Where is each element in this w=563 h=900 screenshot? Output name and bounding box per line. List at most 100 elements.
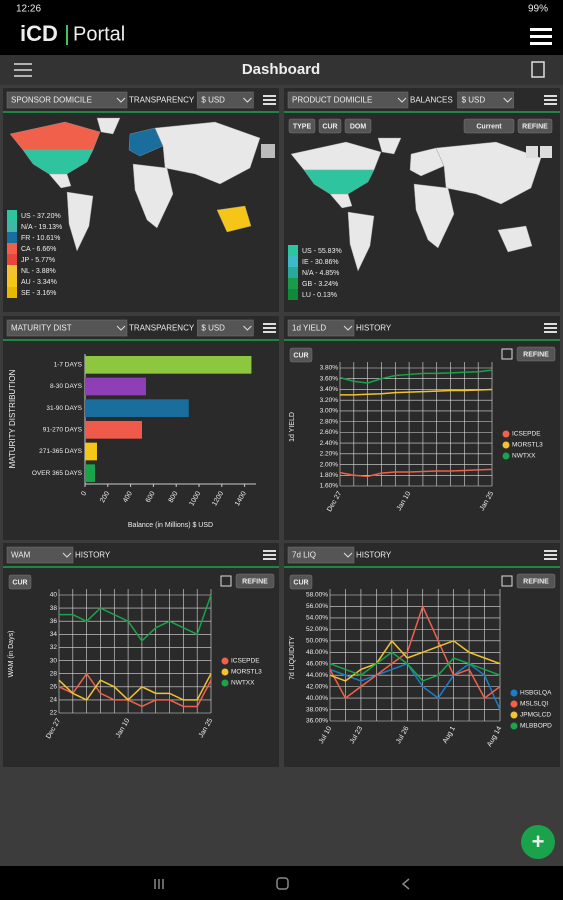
filter-button[interactable] [14, 63, 32, 77]
legend-label: NL - 3.88% [21, 268, 56, 275]
dropdown[interactable] [6, 319, 128, 337]
line-series [58, 673, 212, 701]
world-map [290, 137, 542, 272]
dropdown-arrow [243, 97, 252, 103]
control-label: HISTORY [75, 551, 111, 560]
y-tick-label: 1.80% [320, 472, 339, 479]
button[interactable] [235, 573, 275, 589]
menu-bar [544, 327, 557, 329]
button[interactable] [288, 118, 316, 134]
dropdown-arrow [62, 552, 72, 558]
x-axis-title: Balance (in Millions) $ USD [128, 522, 213, 529]
y-tick-label: 40 [50, 592, 58, 599]
menu-bar [544, 99, 557, 101]
menu-button[interactable] [530, 28, 552, 45]
legend-label: MORSTL3 [231, 669, 262, 676]
dropdown[interactable] [287, 91, 409, 109]
y-tick-label: 2.20% [320, 451, 339, 458]
dropdown-arrow [116, 325, 126, 331]
dropdown[interactable] [6, 91, 128, 109]
y-tick-label: 30 [50, 657, 58, 664]
legend-label: SE - 3.16% [21, 290, 56, 297]
dropdown-arrow [243, 325, 252, 331]
control-label: WAM [11, 551, 31, 560]
button[interactable] [8, 574, 32, 590]
panel-menu[interactable] [263, 95, 276, 105]
line-series [58, 672, 212, 708]
y-tick-label: OVER 365 DAYS [32, 470, 83, 477]
button-label: CUR [12, 579, 27, 586]
legend-swatch [7, 254, 17, 265]
button-label: CUR [322, 123, 337, 130]
y-tick-label: 271-365 DAYS [39, 448, 83, 455]
dropdown-arrow [343, 325, 353, 331]
y-tick-label: 22 [50, 710, 58, 717]
button[interactable] [318, 118, 342, 134]
legend-swatch [7, 232, 17, 243]
copy-button[interactable] [531, 61, 545, 78]
y-tick-label: 54.00% [306, 615, 328, 622]
y-tick-label: 2.40% [320, 440, 339, 447]
y-tick-label: 46.00% [306, 660, 328, 667]
panel-menu[interactable] [544, 323, 557, 333]
y-tick-label: 40.00% [306, 695, 328, 702]
button-label: CUR [293, 579, 308, 586]
legend-label: JPMGLCD [520, 712, 551, 719]
country-shape [347, 211, 375, 272]
panel-menu[interactable] [544, 95, 557, 105]
add-button[interactable] [521, 825, 555, 859]
nav-buttons[interactable] [154, 877, 410, 890]
legend-label: N/A - 19.13% [21, 224, 62, 231]
map-control[interactable] [261, 144, 275, 158]
dropdown[interactable] [287, 319, 355, 337]
control-label: 7d LIQ [292, 551, 316, 560]
legend-swatch [7, 221, 17, 232]
calendar-icon[interactable] [501, 348, 513, 360]
bar [85, 421, 142, 439]
zoom-button[interactable] [540, 146, 552, 158]
legend-label: IE - 30.86% [302, 259, 339, 266]
button-label: CUR [293, 352, 308, 359]
dropdown[interactable] [457, 91, 514, 109]
y-tick-label: 1.60% [320, 483, 339, 490]
button[interactable] [516, 573, 556, 589]
bar [85, 377, 146, 396]
legend-marker [510, 711, 518, 719]
dropdown[interactable] [6, 546, 74, 564]
button[interactable] [344, 118, 372, 134]
legend-marker [502, 452, 510, 460]
legend-swatch [288, 267, 298, 278]
calendar-icon[interactable] [501, 575, 513, 587]
y-tick-label: 38.00% [306, 706, 328, 713]
button[interactable] [289, 574, 313, 590]
x-tick-label: 800 [168, 490, 180, 504]
button-label: REFINE [523, 351, 549, 358]
logo-portal: Portal [73, 23, 125, 45]
y-tick-label: 28 [50, 670, 58, 677]
dropdown[interactable] [287, 546, 355, 564]
menu-bar [544, 103, 557, 105]
button[interactable] [463, 118, 515, 134]
menu-bar [263, 550, 276, 552]
panel-menu[interactable] [263, 323, 276, 333]
panel [3, 543, 279, 767]
line-series [329, 662, 501, 710]
dropdown[interactable] [197, 91, 254, 109]
menu-bar [544, 323, 557, 325]
zoom-button[interactable] [526, 146, 538, 158]
control-label: BALANCES [410, 96, 453, 105]
dropdown[interactable] [197, 319, 254, 337]
control-label: $ USD [201, 324, 225, 333]
button[interactable] [289, 347, 313, 363]
legend-label: NWTXX [512, 453, 536, 460]
button[interactable] [517, 118, 553, 134]
y-tick-label: 34 [50, 631, 58, 638]
bar [85, 442, 97, 461]
calendar-icon[interactable] [220, 575, 232, 587]
panel-menu[interactable] [544, 550, 557, 560]
line-series [59, 594, 212, 643]
panel-menu[interactable] [263, 550, 276, 560]
button[interactable] [516, 346, 556, 362]
status-battery: 99% [528, 4, 548, 15]
